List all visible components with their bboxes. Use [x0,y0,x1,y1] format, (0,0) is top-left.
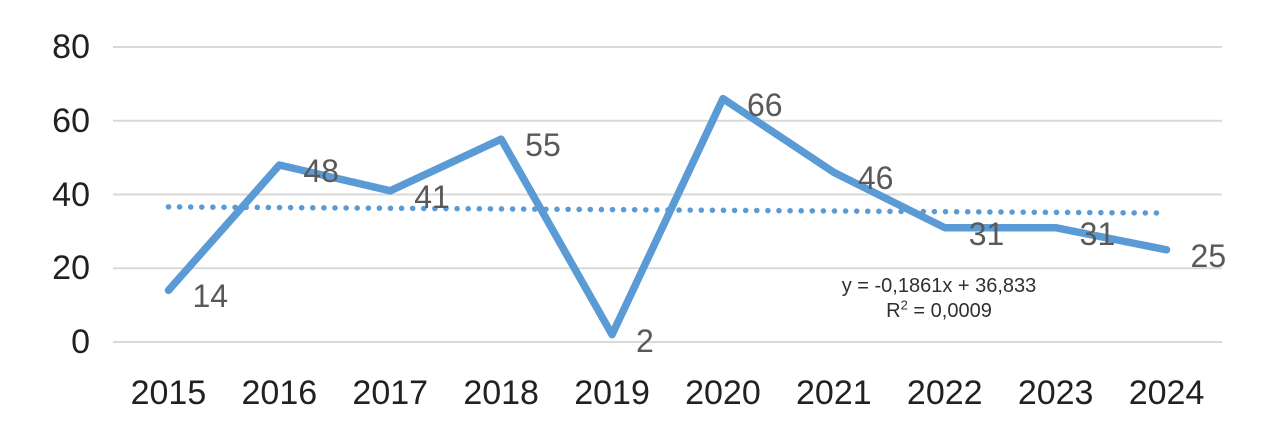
x-axis-tick: 2022 [906,374,983,412]
data-label: 48 [303,153,339,189]
y-axis-tick: 0 [71,323,90,361]
x-axis-tick: 2024 [1128,374,1205,412]
x-axis-tick: 2021 [796,374,872,412]
y-axis-tick: 60 [52,101,90,140]
y-axis-tick: 80 [52,28,90,66]
r-squared-base: R [886,300,901,322]
data-label: 2 [636,322,654,359]
trendline-equation-line: y = -0,1861x + 36,833 [841,275,1037,297]
data-label: 41 [414,178,450,215]
data-label: 31 [1079,215,1116,252]
data-label: 55 [525,127,561,164]
x-axis-tick: 2016 [241,374,318,412]
x-axis-tick: 2019 [574,374,650,412]
data-label: 66 [746,86,783,123]
series-polyline [164,94,1171,339]
trendline-equation: y = -0,1861x + 36,833 R2 = 0,0009 [808,274,1070,324]
trendline-r-squared: R2 = 0,0009 [808,297,1070,324]
data-label: 14 [192,278,229,315]
gridlines [113,46,1222,343]
r-squared-value: = 0,0009 [907,300,992,322]
r-squared-exponent: 2 [900,297,908,313]
data-label: 46 [857,160,894,197]
y-axis-tick: 20 [52,249,90,288]
data-label: 25 [1190,237,1227,274]
x-axis-tick: 2023 [1017,374,1094,412]
series-line [164,94,1171,339]
x-axis-tick: 2018 [463,374,539,412]
x-axis-tick: 2017 [352,374,429,412]
x-axis-tick: 2020 [685,374,761,412]
x-axis-tick: 2015 [130,374,207,412]
data-label: 31 [968,215,1005,252]
y-axis-tick: 40 [52,175,90,214]
